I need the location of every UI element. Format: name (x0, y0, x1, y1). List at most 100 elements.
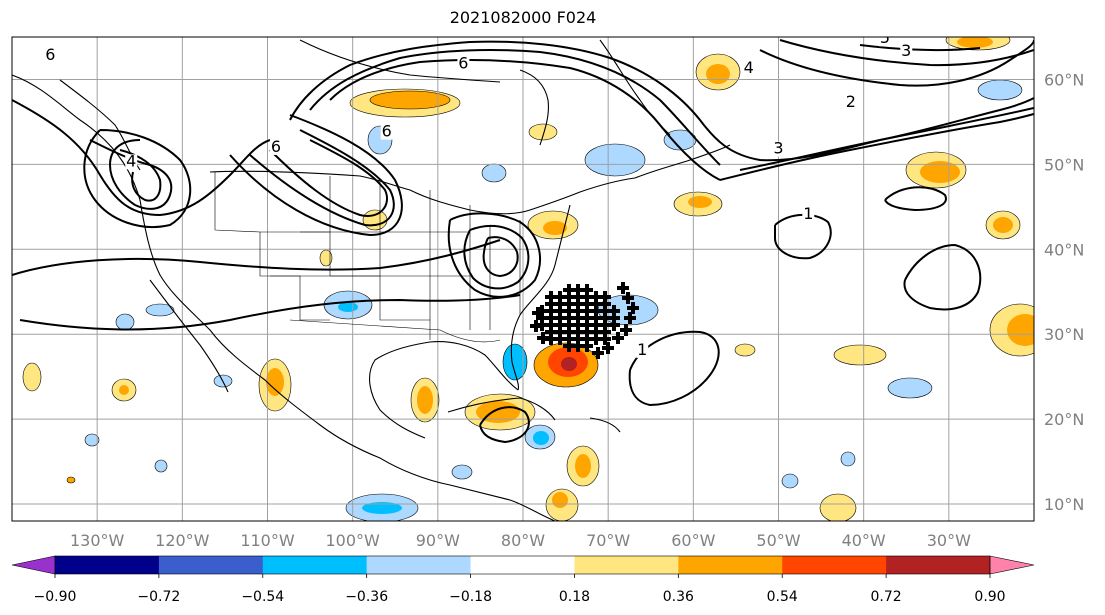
storm-marker (596, 347, 600, 359)
latitude-tick-label: 20°N (1044, 410, 1084, 429)
storm-marker (612, 312, 616, 324)
negative-anomaly-patch (887, 377, 933, 399)
storm-marker (534, 320, 538, 332)
contour-label-background (878, 37, 891, 47)
longitude-tick-label: 90°W (416, 531, 460, 550)
colorbar-bin (574, 556, 679, 574)
longitude-tick-label: 60°W (671, 531, 715, 550)
longitude-tick-label: 40°W (842, 531, 886, 550)
storm-marker (594, 312, 598, 324)
negative-anomaly-patch (115, 313, 135, 331)
positive-anomaly-patch (552, 492, 568, 508)
storm-marker (628, 312, 632, 324)
negative-anomaly-patch (84, 433, 100, 447)
storm-marker (576, 291, 580, 303)
storm-marker (603, 291, 607, 303)
colorbar-bin (55, 556, 160, 574)
colorbar-outline (54, 555, 991, 575)
contour-label-background (457, 56, 470, 72)
storm-marker (558, 298, 562, 310)
storm-marker (624, 324, 628, 336)
colorbar-tick-label: 0.90 (974, 589, 1005, 605)
contour-label-background (844, 94, 857, 110)
positive-anomaly-patch (119, 385, 129, 395)
storm-marker (621, 282, 625, 294)
storm-marker (603, 333, 607, 345)
storm-marker (631, 302, 635, 314)
longitude-tick-label: 30°W (927, 531, 971, 550)
contour-label-background (125, 154, 138, 170)
longitude-tick-label: 100°W (325, 531, 380, 550)
latitude-tick-label: 30°N (1044, 325, 1084, 344)
positive-anomaly-patch (22, 362, 42, 392)
positive-anomaly-patch (819, 493, 857, 521)
positive-anomaly-patch (528, 123, 558, 141)
longitude-tick-label: 50°W (756, 531, 800, 550)
storm-marker (576, 298, 580, 310)
graticule (12, 37, 1034, 521)
positive-anomaly-patch (688, 196, 712, 208)
longitude-tick-label: 70°W (586, 531, 630, 550)
storm-marker (594, 319, 598, 331)
positive-anomaly-patch (575, 454, 591, 478)
contour-label-background (742, 60, 755, 76)
storm-marker (567, 284, 571, 296)
negative-anomaly-patch (840, 451, 856, 467)
storm-marker (558, 319, 562, 331)
positive-anomaly-patch (417, 386, 433, 414)
contour-label-background (44, 48, 57, 64)
storm-marker (603, 305, 607, 317)
contour-label: 5 (880, 28, 890, 47)
negative-anomaly-patch (977, 79, 1023, 101)
negative-anomaly-patch (145, 303, 175, 317)
storm-marker (606, 342, 610, 354)
colorbar-bin (678, 556, 783, 574)
contour-label-background (900, 43, 913, 59)
storm-marker (576, 319, 580, 331)
storm-marker (594, 326, 598, 338)
storm-marker (558, 312, 562, 324)
positive-anomaly-patch (66, 476, 76, 484)
contour-label-background (380, 124, 393, 140)
negative-anomaly-patch (154, 459, 168, 473)
storm-marker (576, 312, 580, 324)
negative-anomaly-patch (781, 473, 799, 489)
storm-marker (567, 340, 571, 352)
longitude-tick-label: 110°W (240, 531, 295, 550)
storm-marker (585, 333, 589, 345)
positive-anomaly-patch (993, 217, 1013, 233)
storm-marker (585, 326, 589, 338)
storm-marker (585, 291, 589, 303)
storm-marker (612, 305, 616, 317)
storm-marker (612, 319, 616, 331)
coastlines (12, 39, 731, 521)
colorbar-tick-label: 0.36 (663, 589, 694, 605)
storm-marker (585, 284, 589, 296)
contour-label-background (636, 342, 649, 358)
storm-marker (549, 333, 553, 345)
storm-marker (541, 332, 545, 344)
storm-marker (585, 340, 589, 352)
positive-anomaly-patch (1007, 314, 1034, 346)
storm-marker (603, 312, 607, 324)
contour-label: 3 (773, 139, 783, 158)
latitude-tick-label: 50°N (1044, 155, 1084, 174)
storm-marker (585, 298, 589, 310)
colorbar-tick-label: −0.72 (137, 589, 180, 605)
contour-label: 2 (846, 92, 856, 111)
latitude-tick-label: 10°N (1044, 495, 1084, 514)
negative-anomaly-patch (451, 464, 473, 480)
colorbar-tick-label: 0.54 (767, 589, 798, 605)
colorbar-bin (158, 556, 264, 574)
storm-marker (616, 332, 620, 344)
storm-marker (603, 298, 607, 310)
negative-anomaly-patch (481, 163, 507, 183)
colorbar-tick-label: −0.18 (449, 589, 492, 605)
positive-anomaly-patch (561, 357, 577, 371)
storm-marker (626, 292, 630, 304)
storm-marker (558, 291, 562, 303)
positive-anomaly-patch (266, 368, 284, 396)
storm-marker (558, 333, 562, 345)
storm-marker (576, 284, 580, 296)
